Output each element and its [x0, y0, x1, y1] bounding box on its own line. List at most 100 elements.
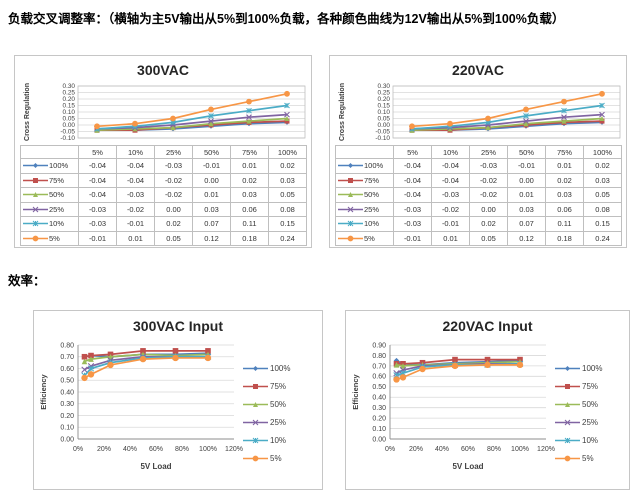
legend-label: 100% [582, 363, 603, 373]
table-value-cell: 0.07 [507, 216, 546, 232]
legend-key-50% [243, 401, 268, 407]
table-value-cell: 0.12 [192, 230, 231, 246]
table-col-header: 25% [469, 145, 508, 159]
table-value-cell: -0.03 [78, 201, 117, 217]
series-50% [94, 116, 290, 133]
series-label: 25% [364, 204, 380, 214]
chart-title: 220VAC Input [442, 318, 533, 334]
plot-area: 0.80 0.70 0.60 0.50 0.40 0.30 0.20 0.10 0.00 0% 20… [38, 337, 243, 483]
square-marker [172, 348, 179, 354]
circle-marker [284, 90, 290, 97]
legend-key-100% [555, 365, 580, 371]
plot-svg: 0.80 0.70 0.60 0.50 0.40 0.30 0.20 0.10 0.00 0% 20… [39, 342, 243, 471]
table-col-header: 5% [78, 145, 117, 159]
legend-label: 25% [582, 417, 599, 427]
y-tick-label: 0.10 [372, 426, 386, 433]
table-value-cell: -0.01 [192, 158, 231, 174]
legend-key-10% [243, 437, 268, 443]
table-value-cell: -0.02 [431, 201, 470, 217]
table-value-cell: 0.03 [507, 201, 546, 217]
y-tick-label: 0.40 [372, 395, 386, 402]
legend-cell: 5% [335, 230, 394, 246]
table-col-header: 10% [116, 145, 155, 159]
legend-item-75%: 75% [555, 382, 617, 391]
x-tick-label: 80% [175, 446, 189, 453]
legend-key-5% [243, 455, 268, 461]
legend-cell: 25% [20, 201, 79, 217]
diamond-marker [33, 163, 38, 169]
circle-marker [393, 376, 400, 383]
table-value-cell: 0.08 [268, 201, 307, 217]
y-tick-label: 0.30 [378, 83, 391, 90]
table-value-cell: 0.02 [583, 158, 622, 174]
x-tick-label: 40% [123, 446, 137, 453]
table-value-cell: 0.05 [583, 187, 622, 203]
triangle-marker [485, 125, 491, 131]
table-value-cell: 0.01 [116, 230, 155, 246]
legend-item-25%: 25% [555, 418, 617, 427]
table-col-header: 5% [393, 145, 432, 159]
cross-regulation-heading: 负载交叉调整率：（横轴为主5V输出从5%到100%负载，各种颜色曲线为12V输出… [8, 12, 565, 26]
square-marker [33, 177, 38, 183]
legend-item-75%: 75% [243, 382, 305, 391]
table-value-cell: -0.01 [78, 230, 117, 246]
y-tick-label: 0.30 [372, 405, 386, 412]
table-value-cell: 0.18 [545, 230, 584, 246]
x-tick-label: 120% [225, 446, 243, 453]
series-5% [393, 361, 524, 383]
plot-svg: 0.90 0.80 0.70 0.60 0.50 0.40 0.30 0.20 0.10 0.00… [351, 342, 555, 471]
y-tick-label: 0.70 [60, 354, 74, 361]
triangle-marker [561, 118, 567, 124]
chart-title: 220VAC [452, 62, 504, 78]
circle-marker [208, 106, 214, 113]
y-tick-label: -0.10 [60, 135, 75, 142]
table-value-cell: -0.01 [431, 216, 470, 232]
table-value-cell: -0.04 [431, 172, 470, 188]
y-tick-label: -0.05 [375, 129, 390, 136]
efficiency-charts-row: 300VAC Input 0.80 0.70 0.60 0.50 0.40 0.30 0.2… [33, 310, 630, 490]
table-col-header: 100% [268, 145, 307, 159]
square-marker [253, 383, 258, 389]
table-value-cell: 0.18 [230, 230, 269, 246]
legend-cell: 75% [335, 172, 394, 188]
series-label: 50% [364, 190, 380, 200]
circle-marker [252, 455, 259, 461]
circle-marker [246, 98, 252, 105]
chart-data-table: 5% 10% 25% 50% 75% 100% 100% -0.04 -0.04 -0.03 -0.… [20, 145, 307, 246]
y-tick-label: 0.50 [372, 384, 386, 391]
triangle-marker [132, 126, 138, 132]
table-value-cell: 0.02 [469, 216, 508, 232]
table-col-header: 25% [154, 145, 193, 159]
plot-area: 0.30 0.25 0.20 0.15 0.10 0.05 0.00 -0.05 -0.10 Cr… [335, 83, 621, 145]
table-value-cell: -0.01 [116, 216, 155, 232]
chart-legend: 100% 75% 50% 25% 10% 5% [243, 358, 305, 463]
diamond-marker [393, 357, 400, 364]
triangle-marker [81, 358, 88, 365]
legend-item-10%: 10% [243, 436, 305, 445]
table-corner-cell [335, 145, 394, 159]
circle-marker [32, 235, 39, 242]
legend-label: 10% [270, 435, 287, 445]
circle-marker [81, 374, 88, 382]
circle-marker [419, 365, 426, 373]
x-tick-label: 60% [149, 446, 163, 453]
y-tick-label: 0.80 [372, 353, 386, 360]
y-axis-title: Cross Regulation [24, 83, 31, 141]
square-marker [452, 356, 458, 363]
table-value-cell: -0.03 [469, 158, 508, 174]
table-value-cell: 0.15 [268, 216, 307, 232]
y-tick-label: 0.10 [60, 425, 74, 432]
legend-label: 10% [582, 435, 599, 445]
diamond-marker [565, 365, 570, 371]
table-value-cell: -0.04 [116, 172, 155, 188]
legend-item-5%: 5% [555, 454, 617, 463]
table-value-cell: 0.02 [230, 172, 269, 188]
table-col-header: 50% [192, 145, 231, 159]
triangle-marker [565, 401, 570, 407]
table-header-row: 5% 10% 25% 50% 75% 100% [335, 145, 622, 159]
y-tick-label: 0.25 [378, 90, 391, 97]
table-value-cell: 0.01 [192, 187, 231, 203]
star-marker [347, 220, 354, 227]
circle-marker [561, 98, 567, 105]
legend-key-25% [243, 419, 268, 425]
